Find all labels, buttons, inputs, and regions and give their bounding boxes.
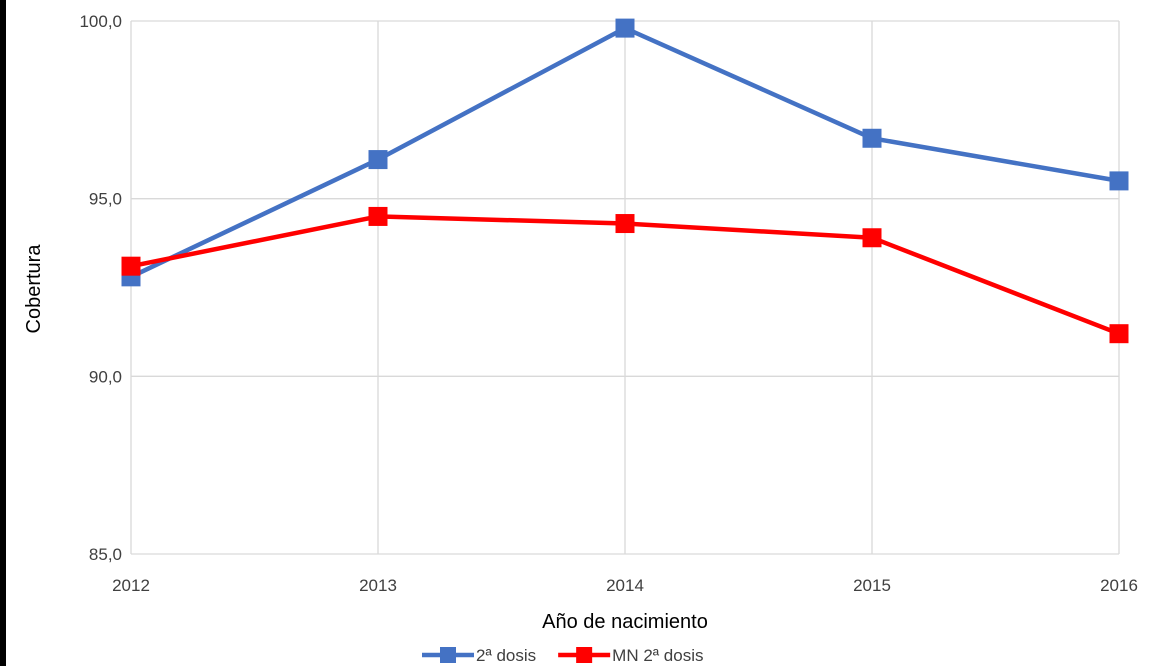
data-point (615, 214, 635, 234)
x-tick-label: 2012 (112, 576, 150, 595)
y-axis-title: Cobertura (23, 244, 45, 334)
data-point (615, 18, 635, 38)
legend-label: 2ª dosis (476, 646, 536, 665)
gridlines (130, 20, 1120, 555)
series-group (121, 18, 1129, 344)
x-tick-label: 2015 (853, 576, 891, 595)
data-point (1109, 171, 1129, 191)
x-axis-title: Año de nacimiento (542, 611, 708, 633)
x-tick-labels: 2012 2013 2014 2015 2016 (112, 576, 1138, 595)
data-point (862, 228, 882, 248)
legend: 2ª dosis MN 2ª dosis (422, 646, 703, 665)
data-point (1109, 324, 1129, 344)
legend-label: MN 2ª dosis (612, 646, 703, 665)
y-tick-labels: 85,0 90,0 95,0 100,0 (79, 12, 122, 564)
data-point (862, 128, 882, 148)
legend-item-1: MN 2ª dosis (558, 646, 703, 665)
y-tick-label: 90,0 (89, 367, 122, 386)
legend-swatch-marker (576, 647, 593, 663)
data-point (368, 150, 388, 170)
data-point (368, 206, 388, 226)
legend-item-0: 2ª dosis (422, 646, 536, 665)
y-tick-label: 85,0 (89, 545, 122, 564)
legend-swatch-marker (440, 647, 456, 663)
data-point (121, 256, 141, 276)
series-1 (121, 206, 1129, 344)
x-tick-label: 2014 (606, 576, 644, 595)
x-tick-label: 2013 (359, 576, 397, 595)
y-tick-label: 100,0 (79, 12, 122, 31)
x-tick-label: 2016 (1100, 576, 1138, 595)
y-tick-label: 95,0 (89, 190, 122, 209)
